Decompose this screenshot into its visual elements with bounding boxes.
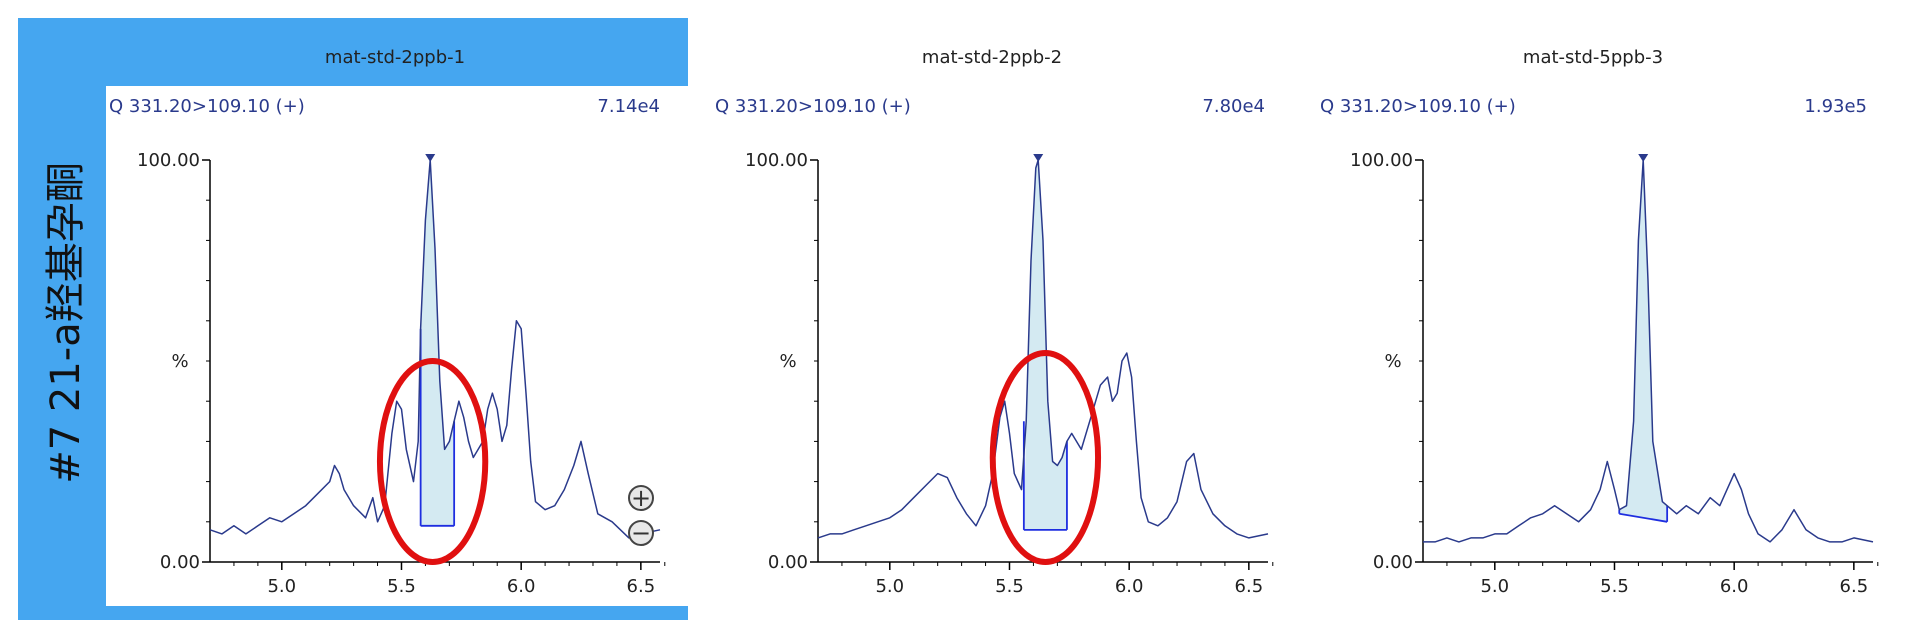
chart-1-peak-area: [420, 160, 455, 526]
chart-2-apex-marker: [1033, 154, 1044, 162]
chart-1-trace-line: [209, 159, 661, 539]
chart-2-y-tick-label: 0.00: [768, 552, 808, 573]
chart-3-x-tick-label: 6.5: [1840, 576, 1869, 597]
chart-3-x-tick-label: 5.5: [1600, 576, 1629, 597]
chart-3-apex-marker: [1638, 154, 1649, 162]
chart-2-y-tick-label: 100.00: [745, 150, 808, 171]
chart-2-x-tick-label: 5.0: [875, 576, 904, 597]
chart-3-y-tick-label: 0.00: [1373, 552, 1413, 573]
max-intensity-2: 7.80e4: [1202, 96, 1265, 117]
chart-2-y-label: %: [779, 351, 796, 372]
chart-1-highlight-ellipse: [376, 358, 489, 565]
channel-label-1: Q 331.20>109.10 (+): [109, 96, 305, 117]
zoom-out-button[interactable]: −: [628, 520, 654, 546]
chart-2-trace-line: [817, 159, 1269, 539]
chart-3-peak-area: [1619, 160, 1668, 522]
sample-title-3: mat-std-5ppb-3: [1522, 47, 1664, 68]
chart-1-x-tick-label: 6.5: [627, 576, 656, 597]
chart-3-y-label: %: [1384, 351, 1401, 372]
chart-3-peak-baseline: [1619, 512, 1668, 523]
sample-title-1: mat-std-2ppb-1: [324, 47, 466, 68]
chart-2-x-tick-label: 6.5: [1235, 576, 1264, 597]
chart-1-x-tick-label: 6.0: [507, 576, 536, 597]
chart-1-apex-marker: [425, 154, 436, 162]
chart-2-highlight-ellipse: [989, 349, 1102, 566]
channel-label-2: Q 331.20>109.10 (+): [715, 96, 911, 117]
chart-3-trace-line: [1423, 159, 1874, 543]
zoom-in-button[interactable]: +: [628, 485, 654, 511]
chart-2-x-tick-label: 6.0: [1115, 576, 1144, 597]
chart-1-y-label: %: [171, 351, 188, 372]
minus-circle-icon: −: [630, 519, 652, 547]
chart-3-x-tick-label: 5.0: [1480, 576, 1509, 597]
chart-3-y-tick-label: 100.00: [1350, 150, 1413, 171]
sample-title-2: mat-std-2ppb-2: [921, 47, 1063, 68]
chart-1-x-tick-label: 5.5: [387, 576, 416, 597]
chart-1-x-tick-label: 5.0: [267, 576, 296, 597]
plus-circle-icon: +: [630, 484, 652, 512]
channel-label-3: Q 331.20>109.10 (+): [1320, 96, 1516, 117]
max-intensity-3: 1.93e5: [1804, 96, 1867, 117]
selected-plot-area: [106, 86, 691, 606]
chart-1-y-tick-label: 100.00: [137, 150, 200, 171]
chart-1-y-tick-label: 0.00: [160, 552, 200, 573]
chart-2-x-tick-label: 5.5: [995, 576, 1024, 597]
chart-3-x-tick-label: 6.0: [1720, 576, 1749, 597]
max-intensity-1: 7.14e4: [597, 96, 660, 117]
